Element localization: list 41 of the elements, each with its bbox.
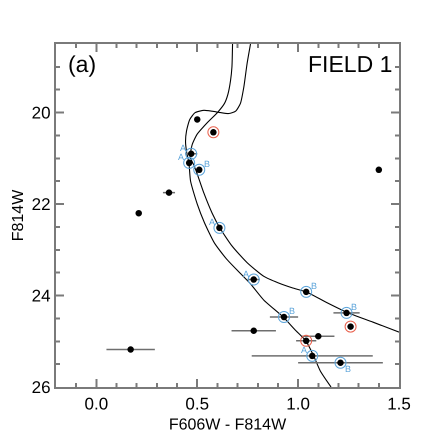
data-label: B <box>204 159 210 169</box>
data-label: A <box>243 269 250 279</box>
data-label: B <box>345 364 352 374</box>
point <box>300 334 312 347</box>
y-axis-title: F814W <box>10 188 28 242</box>
point <box>135 210 142 216</box>
point <box>193 164 206 176</box>
point <box>278 311 290 324</box>
data-label: B <box>351 302 358 312</box>
x-tick-label: 1.5 <box>387 394 411 414</box>
point <box>315 332 322 340</box>
x-tick-label: 0.5 <box>185 394 210 414</box>
annotation: FIELD 1 <box>308 51 392 77</box>
y-tick-label: 26 <box>32 378 51 397</box>
data-label: A <box>209 217 216 227</box>
point <box>248 274 260 286</box>
point <box>334 356 346 369</box>
point <box>306 350 318 362</box>
point <box>127 346 134 353</box>
point <box>344 320 357 333</box>
data-label: B <box>289 306 296 316</box>
data-label: B <box>311 281 318 291</box>
x-tick-label: 0.0 <box>84 394 108 414</box>
point <box>183 156 196 169</box>
x-axis-title: F606W - F814W <box>168 416 288 434</box>
y-tick-label: 20 <box>32 104 51 123</box>
data-label: A <box>301 345 308 355</box>
point <box>207 126 220 138</box>
x-tick-label: 1.0 <box>286 394 310 414</box>
point <box>213 222 226 234</box>
y-tick-label: 24 <box>32 286 51 306</box>
point <box>340 306 353 319</box>
point <box>300 286 312 298</box>
point <box>250 328 257 334</box>
point <box>185 148 198 160</box>
data-label: A <box>178 152 184 162</box>
point <box>194 116 200 123</box>
point <box>166 189 172 196</box>
annotation: (a) <box>68 51 96 77</box>
y-tick-label: 22 <box>32 195 51 214</box>
point <box>376 166 382 174</box>
